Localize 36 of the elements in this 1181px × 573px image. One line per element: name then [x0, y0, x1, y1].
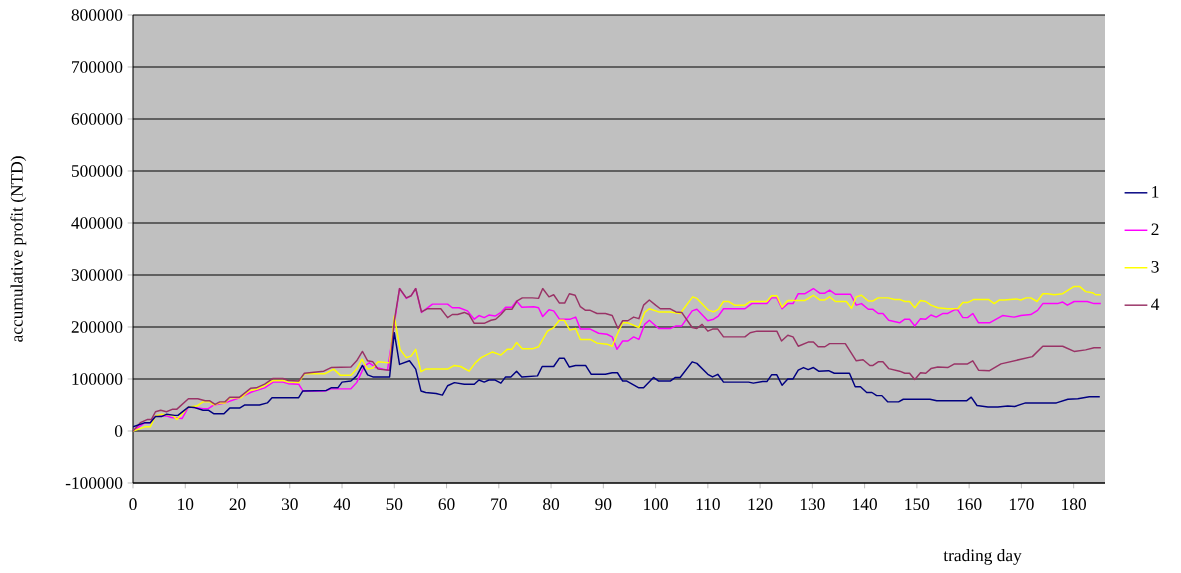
y-tick-label: 0 — [114, 425, 123, 437]
x-tick-label: 110 — [696, 498, 720, 511]
y-tick-label: 300000 — [71, 269, 123, 281]
y-tick-label: 400000 — [71, 217, 123, 229]
y-tick-label: 100000 — [72, 373, 123, 385]
y-tick-label: 700000 — [72, 61, 123, 73]
x-tick-label: 30 — [281, 498, 298, 511]
x-tick-label: 10 — [178, 498, 194, 511]
legend-label: 2 — [1151, 223, 1159, 236]
x-tick-label: 40 — [333, 498, 351, 511]
x-tick-label: 60 — [438, 498, 455, 511]
x-tick-label: 100 — [644, 498, 668, 511]
y-tick-label: 200000 — [71, 321, 123, 333]
x-tick-label: 140 — [853, 498, 877, 511]
y-axis-title: accumulative profit (NTD) — [10, 156, 27, 342]
x-tick-label: 180 — [1062, 498, 1086, 511]
x-tick-label: 160 — [957, 498, 982, 511]
x-tick-label: 170 — [1009, 498, 1034, 511]
y-tick-label: 500000 — [71, 165, 123, 177]
y-tick-label: 800000 — [71, 9, 123, 21]
legend-label: 1 — [1152, 186, 1159, 198]
x-tick-label: 120 — [748, 498, 773, 511]
y-tick-label: -100000 — [65, 477, 123, 489]
x-tick-label: 90 — [595, 498, 612, 511]
x-tick-label: 150 — [905, 498, 930, 511]
legend-label: 4 — [1151, 298, 1160, 310]
legend-label: 3 — [1151, 261, 1159, 273]
line-series — [133, 331, 1101, 428]
x-tick-label: 0 — [129, 498, 137, 511]
y-tick-label: 600000 — [71, 113, 123, 125]
x-tick-label: 80 — [543, 498, 560, 511]
x-tick-label: 50 — [386, 498, 403, 511]
x-tick-label: 70 — [491, 498, 507, 511]
x-axis-title: trading day — [943, 549, 1022, 565]
x-tick-label: 130 — [800, 498, 825, 511]
x-tick-label: 20 — [229, 498, 246, 511]
